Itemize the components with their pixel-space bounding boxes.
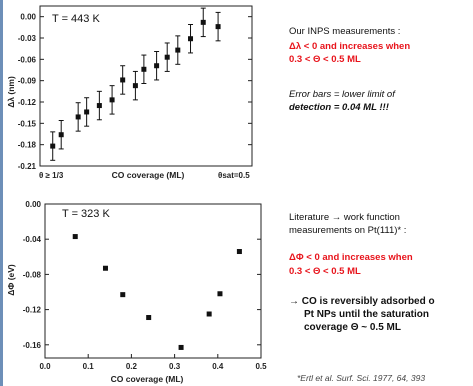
c2-xtick-label: 0.2: [126, 362, 138, 371]
c1-data-point: [154, 63, 160, 69]
c2-xtick-label: 0.3: [169, 362, 181, 371]
c2-xtick-label: 0.5: [255, 362, 267, 371]
c1-ytick-label: -0.15: [18, 119, 37, 128]
c1-data-point: [164, 54, 170, 60]
c1-data-point: [50, 143, 56, 149]
wf-result-line2: 0.3 < Θ < 0.5 ML: [289, 266, 361, 277]
c1-data-point: [175, 47, 181, 53]
conclusion-line1: → CO is reversibly adsorbed o: [289, 296, 435, 307]
chart2-xlabel: CO coverage (ML): [111, 374, 184, 384]
c1-ytick-label: -0.09: [18, 77, 37, 86]
c1-ytick-label: -0.12: [18, 98, 37, 107]
error-bars-line2: detection = 0.04 ML !!!: [289, 102, 389, 113]
conclusion-line2: Pt NPs until the saturation: [304, 309, 430, 320]
c2-data-point: [236, 249, 242, 255]
c2-data-point: [206, 311, 212, 317]
c2-plot-frame: [44, 203, 262, 359]
c1-ytick-label: -0.06: [18, 55, 37, 64]
c2-data-point: [120, 292, 126, 298]
chart1-x-start-label: θ ≥ 1/3: [39, 171, 64, 180]
c2-ytick-label: -0.12: [23, 306, 42, 315]
inps-result-line2: 0.3 < Θ < 0.5 ML: [289, 54, 361, 65]
c2-data-point: [217, 291, 223, 297]
c2-ytick-label: -0.08: [23, 270, 42, 279]
literature-line1: Literature → work function: [289, 212, 400, 223]
chart2-temperature: T = 323 K: [62, 208, 110, 220]
chart1-x-end-label: θsat=0.5: [218, 171, 250, 180]
chart1-ylabel: Δλ (nm): [6, 76, 16, 108]
literature-line2: measurements on Pt(111)* :: [289, 225, 407, 236]
c2-ytick-label: -0.16: [23, 341, 42, 350]
c1-data-point: [84, 109, 90, 115]
error-bars-line1: Error bars = lower limit of: [289, 89, 395, 100]
c2-xtick-label: 0.1: [83, 362, 95, 371]
reference: *Ertl et al. Surf. Sci. 1977, 64, 393: [297, 373, 426, 383]
c1-data-point: [132, 83, 138, 89]
c1-data-point: [200, 19, 206, 25]
c2-data-point: [146, 315, 152, 321]
c2-data-point: [72, 234, 78, 240]
inps-chart: T = 443 K 0.00 -0.03 -0.06 -0.09 -0.12 -0.15 -…: [6, 5, 253, 180]
c2-ytick-label: -0.04: [23, 235, 42, 244]
inps-result-line1: Δλ < 0 and increases when: [289, 41, 411, 52]
c1-data-point: [58, 132, 64, 138]
work-function-chart: T = 323 K 0.00 -0.04 -0.08 -0.12 -0.16 0.0 0.…: [6, 200, 267, 384]
c1-plot-frame: [39, 5, 253, 167]
c1-data-point: [96, 103, 102, 109]
c1-data-point: [141, 66, 147, 72]
wf-result-line1: ΔΦ < 0 and increases when: [289, 252, 413, 263]
c1-data-point: [215, 24, 221, 30]
left-border: [0, 0, 3, 386]
conclusion-line3: coverage Θ ~ 0.5 ML: [304, 322, 401, 333]
chart1-temperature: T = 443 K: [52, 13, 100, 25]
c2-xtick-label: 0.4: [212, 362, 224, 371]
inps-title: Our INPS measurements :: [289, 26, 401, 37]
c2-data-point: [178, 344, 184, 350]
c1-ytick-label: 0.00: [20, 13, 36, 22]
c1-ytick-label: -0.21: [18, 162, 37, 171]
c1-ytick-label: -0.18: [18, 141, 37, 150]
c1-data-point: [120, 77, 126, 83]
chart1-xlabel: CO coverage (ML): [112, 170, 185, 180]
c1-data-point: [188, 36, 194, 42]
c2-data-point: [102, 265, 108, 271]
c1-data-point: [75, 114, 81, 120]
c2-ytick-label: 0.00: [25, 200, 41, 209]
c1-ytick-label: -0.03: [18, 34, 37, 43]
chart2-ylabel: ΔΦ (eV): [6, 264, 16, 296]
c2-xtick-label: 0.0: [39, 362, 51, 371]
c1-data-point: [109, 97, 115, 103]
